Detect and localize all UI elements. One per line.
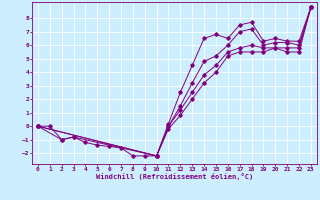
X-axis label: Windchill (Refroidissement éolien,°C): Windchill (Refroidissement éolien,°C) [96, 173, 253, 180]
